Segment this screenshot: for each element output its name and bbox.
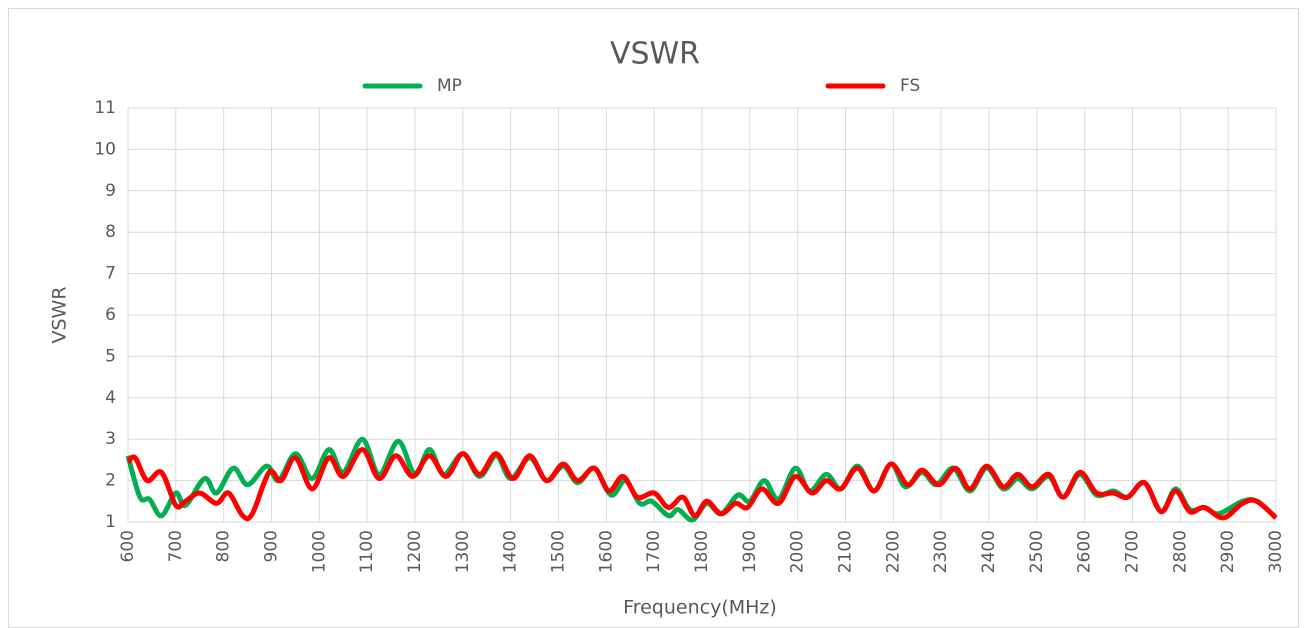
- series-line: [126, 447, 1278, 522]
- y-tick-label: 7: [105, 264, 116, 284]
- x-tick-label: 2300: [931, 530, 951, 573]
- y-tick-label: 11: [94, 98, 116, 118]
- x-tick-label: 1600: [596, 530, 616, 573]
- x-tick-label: 1800: [692, 530, 712, 573]
- y-tick-label: 10: [94, 139, 116, 159]
- y-tick-label: 5: [105, 346, 116, 366]
- y-axis-title: VSWR: [49, 286, 71, 343]
- x-axis-title: Frequency(MHz): [623, 597, 777, 619]
- x-tick-label: 800: [214, 530, 234, 562]
- x-tick-label: 2100: [836, 530, 856, 573]
- x-tick-label: 2200: [883, 530, 903, 573]
- x-tick-label: 2400: [979, 530, 999, 573]
- x-tick-label: 1100: [357, 530, 377, 573]
- x-tick-label: 1400: [501, 530, 521, 573]
- x-tick-label: 600: [118, 530, 138, 562]
- x-tick-label: 1300: [453, 530, 473, 573]
- chart-title: VSWR: [610, 37, 700, 72]
- y-tick-label: 2: [105, 471, 116, 491]
- x-tick-label: 2500: [1027, 530, 1047, 573]
- x-tick-label: 1900: [740, 530, 760, 573]
- x-tick-label: 900: [262, 530, 282, 562]
- x-tick-label: 2800: [1170, 530, 1190, 573]
- x-tick-label: 1000: [309, 530, 329, 573]
- x-tick-label: 2600: [1075, 530, 1095, 573]
- y-tick-label: 6: [105, 305, 116, 325]
- y-tick-label: 1: [105, 512, 116, 532]
- y-tick-label: 8: [105, 222, 116, 242]
- x-tick-label: 3000: [1266, 530, 1286, 573]
- x-tick-label: 1700: [644, 530, 664, 573]
- x-tick-label: 2900: [1218, 530, 1238, 573]
- y-tick-label: 4: [105, 388, 116, 408]
- legend-label: FS: [900, 76, 920, 96]
- x-tick-label: 2000: [788, 530, 808, 573]
- y-tick-label: 9: [105, 181, 116, 201]
- y-tick-label: 3: [105, 429, 116, 449]
- x-tick-label: 2700: [1123, 530, 1143, 573]
- x-tick-label: 700: [166, 530, 186, 562]
- x-tick-label: 1500: [549, 530, 569, 573]
- x-tick-label: 1200: [405, 530, 425, 573]
- legend-label: MP: [437, 76, 462, 96]
